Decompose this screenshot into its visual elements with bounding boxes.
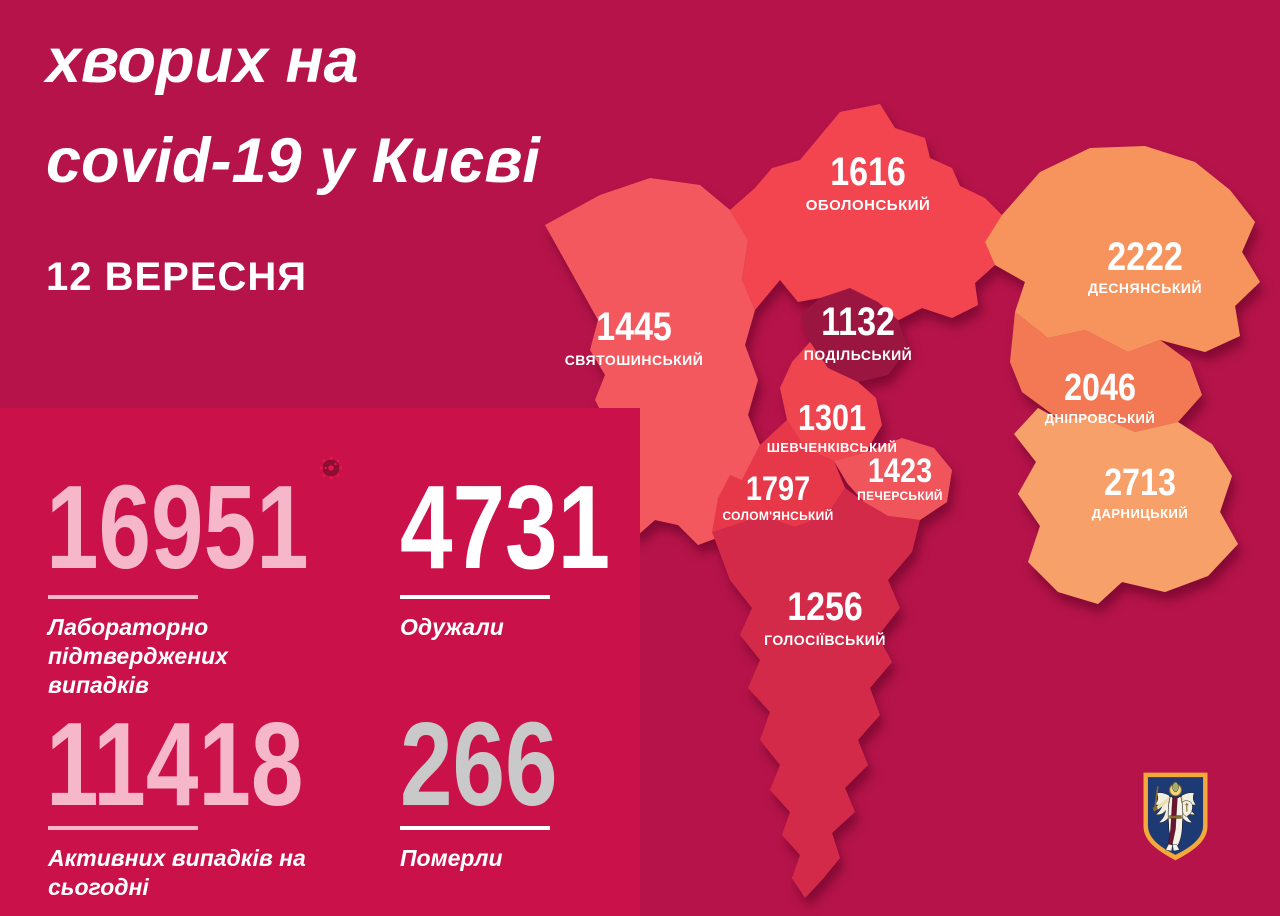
svg-text:1423: 1423 [868,451,932,490]
svg-text:1445: 1445 [596,303,672,348]
svg-text:1301: 1301 [798,399,866,439]
svg-text:ДЕСНЯНСЬКИЙ: ДЕСНЯНСЬКИЙ [1088,279,1202,296]
svg-text:ДАРНИЦЬКИЙ: ДАРНИЦЬКИЙ [1092,506,1189,521]
svg-text:1256: 1256 [787,583,863,628]
svg-text:2222: 2222 [1107,233,1183,278]
svg-text:1616: 1616 [830,148,906,193]
svg-text:ДНІПРОВСЬКИЙ: ДНІПРОВСЬКИЙ [1045,411,1155,426]
svg-text:1132: 1132 [821,298,895,343]
svg-text:СОЛОМ'ЯНСЬКИЙ: СОЛОМ'ЯНСЬКИЙ [722,508,833,523]
svg-text:ГОЛОСІЇВСЬКИЙ: ГОЛОСІЇВСЬКИЙ [764,631,886,648]
svg-text:СВЯТОШИНСЬКИЙ: СВЯТОШИНСЬКИЙ [565,351,704,368]
svg-text:ПЕЧЕРСЬКИЙ: ПЕЧЕРСЬКИЙ [857,488,943,503]
svg-text:ОБОЛОНСЬКИЙ: ОБОЛОНСЬКИЙ [806,196,931,214]
svg-text:2713: 2713 [1104,462,1176,504]
svg-text:ПОДІЛЬСЬКИЙ: ПОДІЛЬСЬКИЙ [804,346,913,363]
svg-text:1797: 1797 [746,469,810,508]
svg-text:2046: 2046 [1064,367,1136,409]
